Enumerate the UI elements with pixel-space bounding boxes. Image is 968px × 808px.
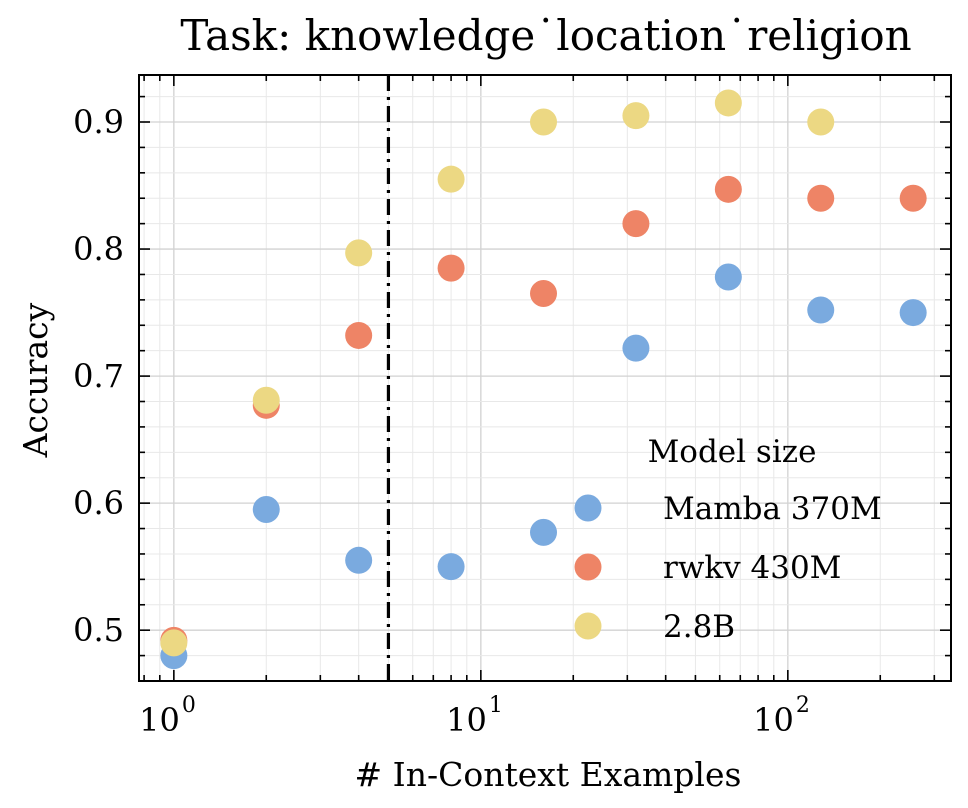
legend: Model size Mamba 370M rwkv 430M 2.8B: [574, 434, 882, 645]
x-axis-label: # In-Context Examples: [355, 755, 742, 794]
x-tick-base: 10: [139, 701, 180, 739]
axis-ticks: [139, 75, 951, 682]
x-tick-label: 10 0: [139, 693, 196, 739]
data-point: [437, 254, 465, 282]
data-point: [252, 386, 280, 414]
data-point: [899, 299, 927, 327]
data-point: [622, 334, 650, 362]
data-point: [345, 239, 373, 267]
data-point: [345, 321, 373, 349]
series-0: [160, 263, 927, 670]
chart-title: Task: knowledge˙location˙religion: [180, 11, 911, 60]
y-tick-label: 0.8: [73, 230, 124, 268]
legend-label: 2.8B: [663, 609, 735, 645]
data-point: [622, 102, 650, 130]
y-axis-label: Accuracy: [16, 302, 55, 458]
data-point: [252, 495, 280, 523]
legend-label: Mamba 370M: [663, 491, 882, 527]
plot-frame: [138, 74, 952, 682]
x-tick-labels: 10 0 10 1 10 2: [139, 693, 810, 739]
x-tick-base: 10: [446, 701, 487, 739]
legend-marker: [574, 553, 602, 581]
data-point: [714, 175, 742, 203]
x-tick-exponent: 0: [182, 693, 196, 718]
y-tick-label: 0.6: [73, 484, 124, 522]
y-tick-label: 0.9: [73, 103, 124, 141]
data-point: [345, 546, 373, 574]
y-tick-label: 0.5: [73, 611, 124, 649]
data-point: [807, 296, 835, 324]
x-tick-label: 10 1: [446, 693, 503, 739]
legend-title: Model size: [648, 434, 817, 470]
data-point: [437, 165, 465, 193]
series-2: [160, 89, 835, 657]
data-point: [160, 629, 188, 657]
x-tick-exponent: 1: [489, 693, 503, 718]
data-point: [437, 553, 465, 581]
data-point: [899, 184, 927, 212]
data-points: [160, 89, 927, 670]
data-point: [530, 518, 558, 546]
data-point: [714, 89, 742, 117]
data-point: [530, 108, 558, 136]
grid: [139, 75, 951, 682]
legend-marker: [574, 612, 602, 640]
data-point: [530, 280, 558, 308]
y-tick-labels: 0.5 0.6 0.7 0.8 0.9: [73, 103, 124, 649]
legend-label: rwkv 430M: [663, 550, 841, 586]
x-tick-exponent: 2: [796, 693, 810, 718]
data-point: [807, 108, 835, 136]
data-point: [622, 210, 650, 238]
y-tick-label: 0.7: [73, 357, 124, 395]
data-point: [807, 184, 835, 212]
legend-marker: [574, 494, 602, 522]
x-tick-base: 10: [753, 701, 794, 739]
data-point: [714, 263, 742, 291]
x-tick-label: 10 2: [753, 693, 810, 739]
